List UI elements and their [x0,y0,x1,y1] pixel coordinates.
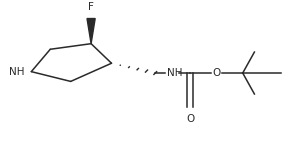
Text: O: O [186,114,194,124]
Text: NH: NH [8,67,24,77]
Text: NH: NH [167,68,183,78]
Text: O: O [212,68,221,78]
Text: F: F [88,2,94,12]
Polygon shape [87,19,95,44]
